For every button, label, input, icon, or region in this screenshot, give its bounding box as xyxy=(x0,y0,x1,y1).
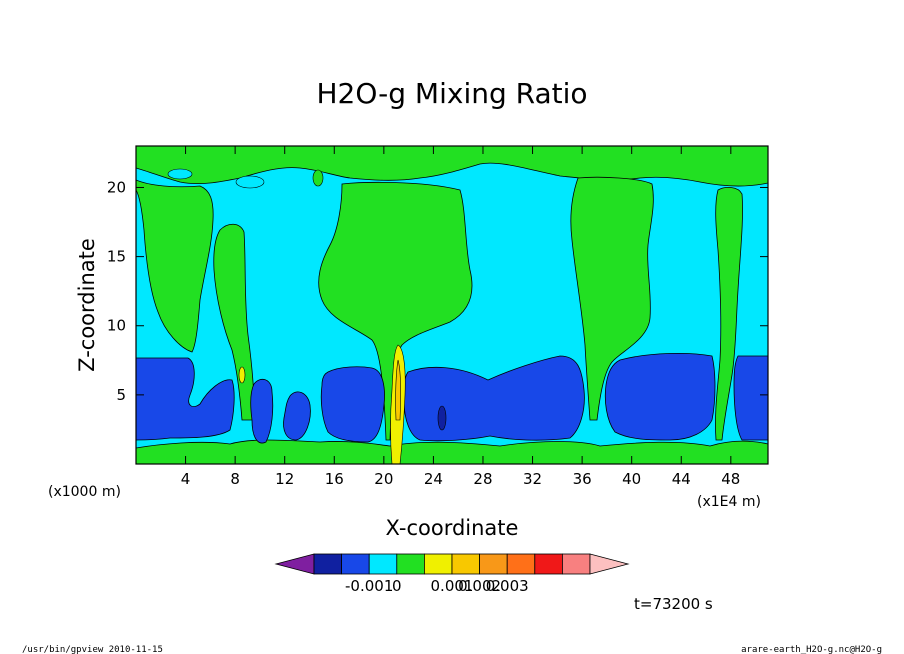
colorbar-label: 0 xyxy=(392,577,402,595)
contour-field xyxy=(136,146,768,464)
y-axis-ticks: 5 10 15 20 xyxy=(107,178,768,404)
colorbar-lower-arrow xyxy=(274,553,315,575)
colorbar-swatch xyxy=(396,553,425,575)
x-tick-label: 32 xyxy=(523,470,542,488)
colorbar-swatch xyxy=(313,553,343,575)
colorbar-swatch xyxy=(534,553,563,575)
contour-level-orange-plume xyxy=(395,359,401,421)
x-tick-label: 12 xyxy=(275,470,294,488)
colorbar-swatch xyxy=(341,553,370,575)
x-tick-label: 36 xyxy=(573,470,592,488)
contour-blob xyxy=(238,366,246,384)
y-tick-label: 15 xyxy=(107,248,126,266)
x-tick-label: 28 xyxy=(473,470,492,488)
contour-level-blue xyxy=(136,352,768,444)
contour-level-green-right2 xyxy=(715,186,743,441)
colorbar-label: 0.001 xyxy=(431,577,474,595)
y-tick-label: 5 xyxy=(116,386,126,404)
x-scale-note: (x1E4 m) xyxy=(697,494,761,510)
chart-title: H2O-g Mixing Ratio xyxy=(316,77,587,110)
x-tick-label: 16 xyxy=(325,470,344,488)
contour-level-green-left xyxy=(136,179,214,353)
x-tick-label: 4 xyxy=(181,470,191,488)
contour-level-darkblue xyxy=(437,405,447,431)
colorbar-swatch xyxy=(506,553,536,575)
colorbar-swatch xyxy=(451,553,481,575)
colorbar-label: -0.001 xyxy=(345,577,393,595)
footer-left: /usr/bin/gpview 2010-11-15 xyxy=(22,645,163,654)
contour-blob xyxy=(235,175,265,189)
colorbar-label: 0.002 xyxy=(458,577,501,595)
y-axis-label: Z-coordinate xyxy=(75,238,99,372)
colorbar-upper-arrow xyxy=(589,553,630,575)
x-axis-label: X-coordinate xyxy=(386,516,519,540)
contour-level-green-top xyxy=(136,146,768,187)
colorbar xyxy=(274,553,630,575)
colorbar-swatch xyxy=(562,553,591,575)
contour-level-green-right1 xyxy=(570,176,654,421)
x-tick-label: 48 xyxy=(721,470,740,488)
x-tick-label: 40 xyxy=(622,470,641,488)
colorbar-swatch xyxy=(479,553,508,575)
contour-blob xyxy=(167,168,193,180)
colorbar-swatch xyxy=(423,553,453,575)
time-label: t=73200 s xyxy=(634,595,713,613)
footer-right: arare-earth_H2O-g.nc@H2O-g xyxy=(741,645,882,654)
x-tick-label: 44 xyxy=(672,470,691,488)
x-axis-ticks: 4 8 12 16 20 24 28 32 36 40 44 48 xyxy=(181,146,740,488)
contour-blob xyxy=(312,169,324,187)
x-tick-label: 8 xyxy=(230,470,240,488)
x-unit-label: (x1000 m) xyxy=(48,484,121,500)
x-tick-label: 24 xyxy=(424,470,443,488)
contour-level-green-bottom xyxy=(136,439,768,464)
y-tick-label: 20 xyxy=(107,178,126,196)
x-tick-label: 20 xyxy=(374,470,393,488)
colorbar-swatch xyxy=(368,553,398,575)
colorbar-label: 0.003 xyxy=(486,577,529,595)
y-tick-label: 10 xyxy=(107,317,126,335)
plot-frame xyxy=(135,145,769,465)
